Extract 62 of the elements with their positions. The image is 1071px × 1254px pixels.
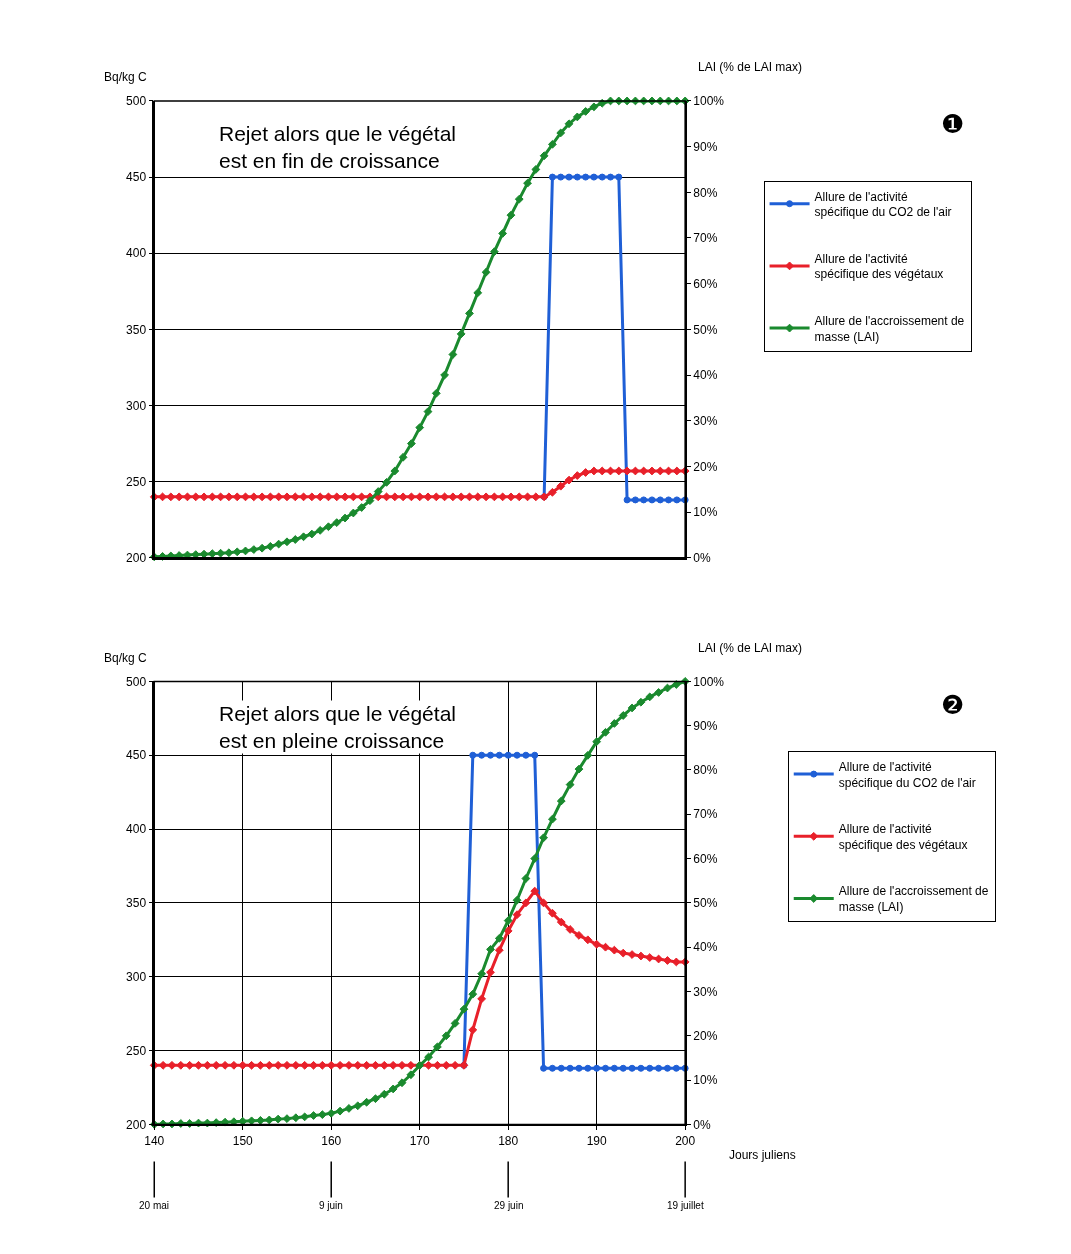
y2-axis-title: LAI (% de LAI max) (698, 641, 803, 655)
y-tick-label: 250 (126, 474, 147, 489)
y-tick-label: 400 (126, 246, 147, 261)
legend-label: Allure de l'accroissement de masse (LAI) (814, 313, 965, 344)
y2-tick-label: 50% (693, 896, 718, 911)
text: ❶ (941, 109, 965, 139)
text: ❷ (941, 690, 965, 720)
y-tick-label: 350 (126, 896, 147, 911)
y2-tick-label: 20% (693, 1028, 718, 1043)
x-tick-label: 150 (232, 1133, 254, 1148)
y-tick-label: 250 (126, 1043, 147, 1058)
x-tick-label: 190 (586, 1133, 607, 1148)
x-tick-label: 170 (409, 1133, 431, 1148)
y-tick-label: 450 (126, 170, 147, 185)
y2-tick-label: 90% (693, 718, 718, 733)
y2-tick-label: 40% (693, 368, 718, 383)
y2-tick-label: 70% (693, 231, 718, 246)
y2-axis-title: LAI (% de LAI max) (698, 60, 803, 74)
y2-tick-label: 0% (693, 550, 711, 565)
legend-label: Allure de l'activité spécifique des végétaux (814, 251, 944, 282)
annotation: Rejet alors que le végétal est en fin de croissance (219, 122, 456, 173)
y2-tick-label: 100% (693, 674, 725, 689)
y-tick-label: 200 (126, 1117, 147, 1132)
legend-label: Allure de l'activité spécifique des végétaux (838, 822, 968, 852)
x-tick-label: 160 (321, 1133, 342, 1148)
y-tick-label: 300 (126, 969, 147, 984)
y-tick-label: 500 (126, 94, 147, 109)
x-tick-label: 180 (498, 1133, 519, 1148)
annotation: 19 juillet (667, 1200, 704, 1211)
x-tick-label: 200 (675, 1133, 696, 1148)
y2-tick-label: 10% (693, 1073, 718, 1088)
y-tick-label: 400 (126, 822, 147, 837)
y2-tick-label: 30% (693, 984, 718, 999)
y-tick-label: 300 (126, 398, 147, 413)
y2-tick-label: 70% (693, 807, 718, 822)
x-axis-title: Jours juliens (729, 1148, 796, 1162)
y2-tick-label: 80% (693, 763, 718, 778)
legend-label: Allure de l'activité spécifique du CO2 de l'air (838, 759, 976, 790)
legend-label: Allure de l'accroissement de masse (LAI) (838, 884, 989, 914)
y2-tick-label: 80% (693, 185, 718, 200)
y-tick-label: 200 (126, 550, 147, 565)
y2-tick-label: 30% (693, 413, 718, 428)
y-axis-title: Bq/kg C (104, 70, 148, 84)
y2-tick-label: 60% (693, 276, 718, 291)
y2-tick-label: 50% (693, 322, 718, 337)
y2-tick-label: 10% (693, 505, 718, 520)
annotation: 20 mai (139, 1200, 170, 1211)
y2-tick-label: 0% (693, 1117, 711, 1132)
x-tick-label: 140 (144, 1133, 165, 1148)
annotation: 9 juin (319, 1200, 343, 1211)
y-tick-label: 500 (126, 674, 147, 689)
y2-tick-label: 100% (693, 94, 725, 109)
annotation: 29 juin (494, 1200, 524, 1211)
y2-tick-label: 90% (693, 139, 718, 154)
legend-label: Allure de l'activité spécifique du CO2 de l'air (814, 189, 952, 220)
y-tick-label: 450 (126, 748, 147, 763)
y2-tick-label: 60% (693, 851, 718, 866)
annotation: Rejet alors que le végétal est en pleine croissance (219, 702, 456, 753)
y-tick-label: 350 (126, 322, 147, 337)
y2-tick-label: 40% (693, 940, 718, 955)
y-axis-title: Bq/kg C (104, 651, 148, 665)
y2-tick-label: 20% (693, 459, 718, 474)
